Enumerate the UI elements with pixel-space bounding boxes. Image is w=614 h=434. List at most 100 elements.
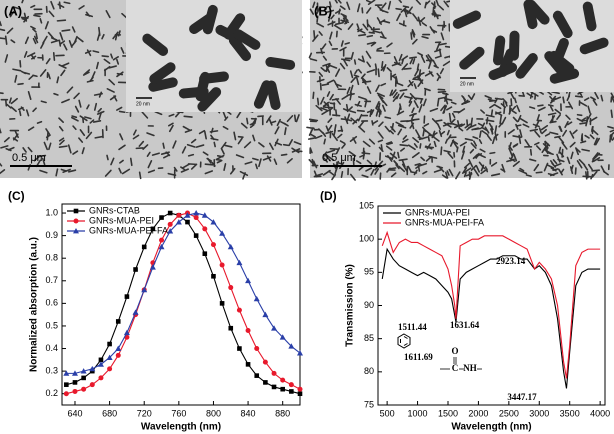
nanorod bbox=[32, 37, 37, 45]
nanorod bbox=[269, 142, 274, 151]
nanorod bbox=[186, 143, 196, 148]
marker bbox=[271, 370, 277, 376]
nanorod bbox=[12, 137, 19, 142]
nanorod bbox=[486, 116, 489, 125]
nanorod bbox=[400, 147, 405, 152]
nanorod bbox=[480, 164, 485, 172]
nanorod bbox=[53, 92, 59, 96]
nanorod bbox=[420, 55, 426, 63]
nanorod bbox=[340, 40, 344, 47]
nanorod bbox=[401, 163, 408, 172]
nanorod bbox=[204, 170, 214, 175]
nanorod bbox=[249, 122, 256, 126]
nanorod bbox=[529, 148, 533, 156]
nanorod bbox=[445, 171, 449, 179]
nanorod bbox=[58, 145, 68, 149]
nanorod bbox=[418, 72, 425, 76]
nanorod bbox=[129, 157, 133, 167]
nanorod bbox=[119, 133, 124, 141]
marker bbox=[219, 301, 225, 306]
nanorod bbox=[309, 133, 316, 138]
nanorod bbox=[26, 52, 36, 58]
nanorod bbox=[450, 101, 457, 105]
nanorod bbox=[315, 104, 323, 112]
nanorod bbox=[340, 19, 350, 24]
nanorod bbox=[400, 6, 407, 13]
nanorod bbox=[190, 163, 198, 170]
nanorod bbox=[467, 94, 473, 101]
nanorod bbox=[105, 9, 111, 19]
nanorod bbox=[471, 93, 476, 100]
nanorod bbox=[508, 157, 516, 163]
nanorod bbox=[489, 104, 496, 109]
y-tick-label: 0.5 bbox=[45, 320, 58, 330]
nanorod bbox=[401, 138, 409, 143]
x-tick-label: 720 bbox=[137, 408, 152, 418]
nanorod bbox=[381, 2, 387, 9]
inset-rod bbox=[508, 30, 520, 61]
nanorod bbox=[138, 171, 142, 180]
marker bbox=[158, 243, 165, 250]
nanorod bbox=[462, 145, 466, 153]
nanorod bbox=[381, 99, 388, 107]
nanorod bbox=[472, 136, 479, 140]
nanorod bbox=[213, 141, 216, 148]
nanorod bbox=[274, 138, 279, 147]
marker bbox=[115, 345, 122, 351]
nanorod bbox=[591, 170, 598, 178]
nanorod bbox=[386, 142, 394, 146]
nanorod bbox=[288, 139, 293, 147]
nanorod bbox=[72, 150, 79, 155]
nanorod bbox=[329, 93, 334, 101]
nanorod bbox=[407, 81, 414, 88]
inset-rods bbox=[142, 4, 296, 112]
nanorod bbox=[357, 68, 363, 74]
nanorod bbox=[312, 160, 318, 169]
y-tick-label: 0.6 bbox=[45, 298, 58, 308]
nanorod bbox=[402, 5, 410, 9]
nanorod bbox=[85, 13, 94, 18]
nanorod bbox=[240, 122, 248, 129]
nanorod bbox=[306, 126, 315, 130]
nanorod bbox=[233, 131, 237, 141]
nanorod bbox=[491, 125, 494, 135]
nanorod bbox=[358, 33, 367, 37]
marker bbox=[150, 226, 156, 232]
nanorod bbox=[346, 1, 351, 11]
nanorod bbox=[0, 127, 2, 134]
nanorod bbox=[422, 98, 427, 107]
nanorod bbox=[307, 137, 316, 140]
nanorod bbox=[266, 155, 272, 162]
nanorod bbox=[564, 120, 569, 129]
nanorod bbox=[210, 137, 219, 141]
nanorod bbox=[91, 71, 96, 80]
nanorod bbox=[313, 170, 318, 178]
inset-rod bbox=[202, 4, 218, 35]
nanorod bbox=[412, 38, 418, 45]
nanorod bbox=[82, 71, 90, 76]
nanorod bbox=[328, 40, 333, 47]
nanorod bbox=[52, 52, 56, 61]
nanorod bbox=[72, 125, 77, 131]
nanorod bbox=[475, 165, 481, 173]
nanorod bbox=[547, 112, 557, 116]
nanorod bbox=[530, 91, 539, 97]
nanorod bbox=[443, 149, 451, 153]
nanorod bbox=[324, 153, 331, 162]
y-tick-label: 105 bbox=[359, 200, 374, 210]
marker bbox=[159, 215, 164, 220]
y-tick-label: 90 bbox=[364, 300, 374, 310]
nanorod bbox=[249, 123, 255, 129]
nanorod bbox=[350, 76, 357, 83]
nanorod bbox=[432, 6, 435, 16]
nanorod bbox=[513, 153, 518, 162]
nanorod bbox=[335, 68, 341, 77]
nanorod bbox=[574, 95, 584, 98]
nanorod bbox=[438, 96, 448, 100]
nanorod bbox=[490, 161, 498, 167]
nanorod bbox=[361, 78, 367, 85]
nanorod bbox=[444, 138, 449, 144]
nanorod bbox=[376, 47, 382, 51]
x-tick-label: 500 bbox=[380, 408, 395, 418]
marker bbox=[98, 375, 104, 381]
